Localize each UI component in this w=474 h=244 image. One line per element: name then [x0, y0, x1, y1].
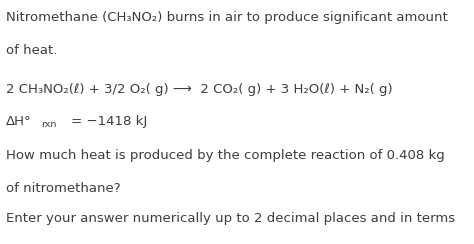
Text: Nitromethane (CH₃NO₂) burns in air to produce significant amount: Nitromethane (CH₃NO₂) burns in air to pr…	[6, 11, 447, 24]
Text: = −1418 kJ: = −1418 kJ	[67, 115, 147, 128]
Text: ΔH°: ΔH°	[6, 115, 31, 128]
Text: of nitromethane?: of nitromethane?	[6, 182, 120, 195]
Text: Enter your answer numerically up to 2 decimal places and in terms: Enter your answer numerically up to 2 de…	[6, 212, 455, 225]
Text: How much heat is produced by the complete reaction of 0.408 kg: How much heat is produced by the complet…	[6, 149, 445, 162]
Text: of heat.: of heat.	[6, 44, 57, 57]
Text: 2 CH₃NO₂(ℓ) + 3/2 O₂( g) ⟶  2 CO₂( g) + 3 H₂O(ℓ) + N₂( g): 2 CH₃NO₂(ℓ) + 3/2 O₂( g) ⟶ 2 CO₂( g) + 3…	[6, 83, 392, 96]
Text: rxn: rxn	[41, 120, 56, 129]
